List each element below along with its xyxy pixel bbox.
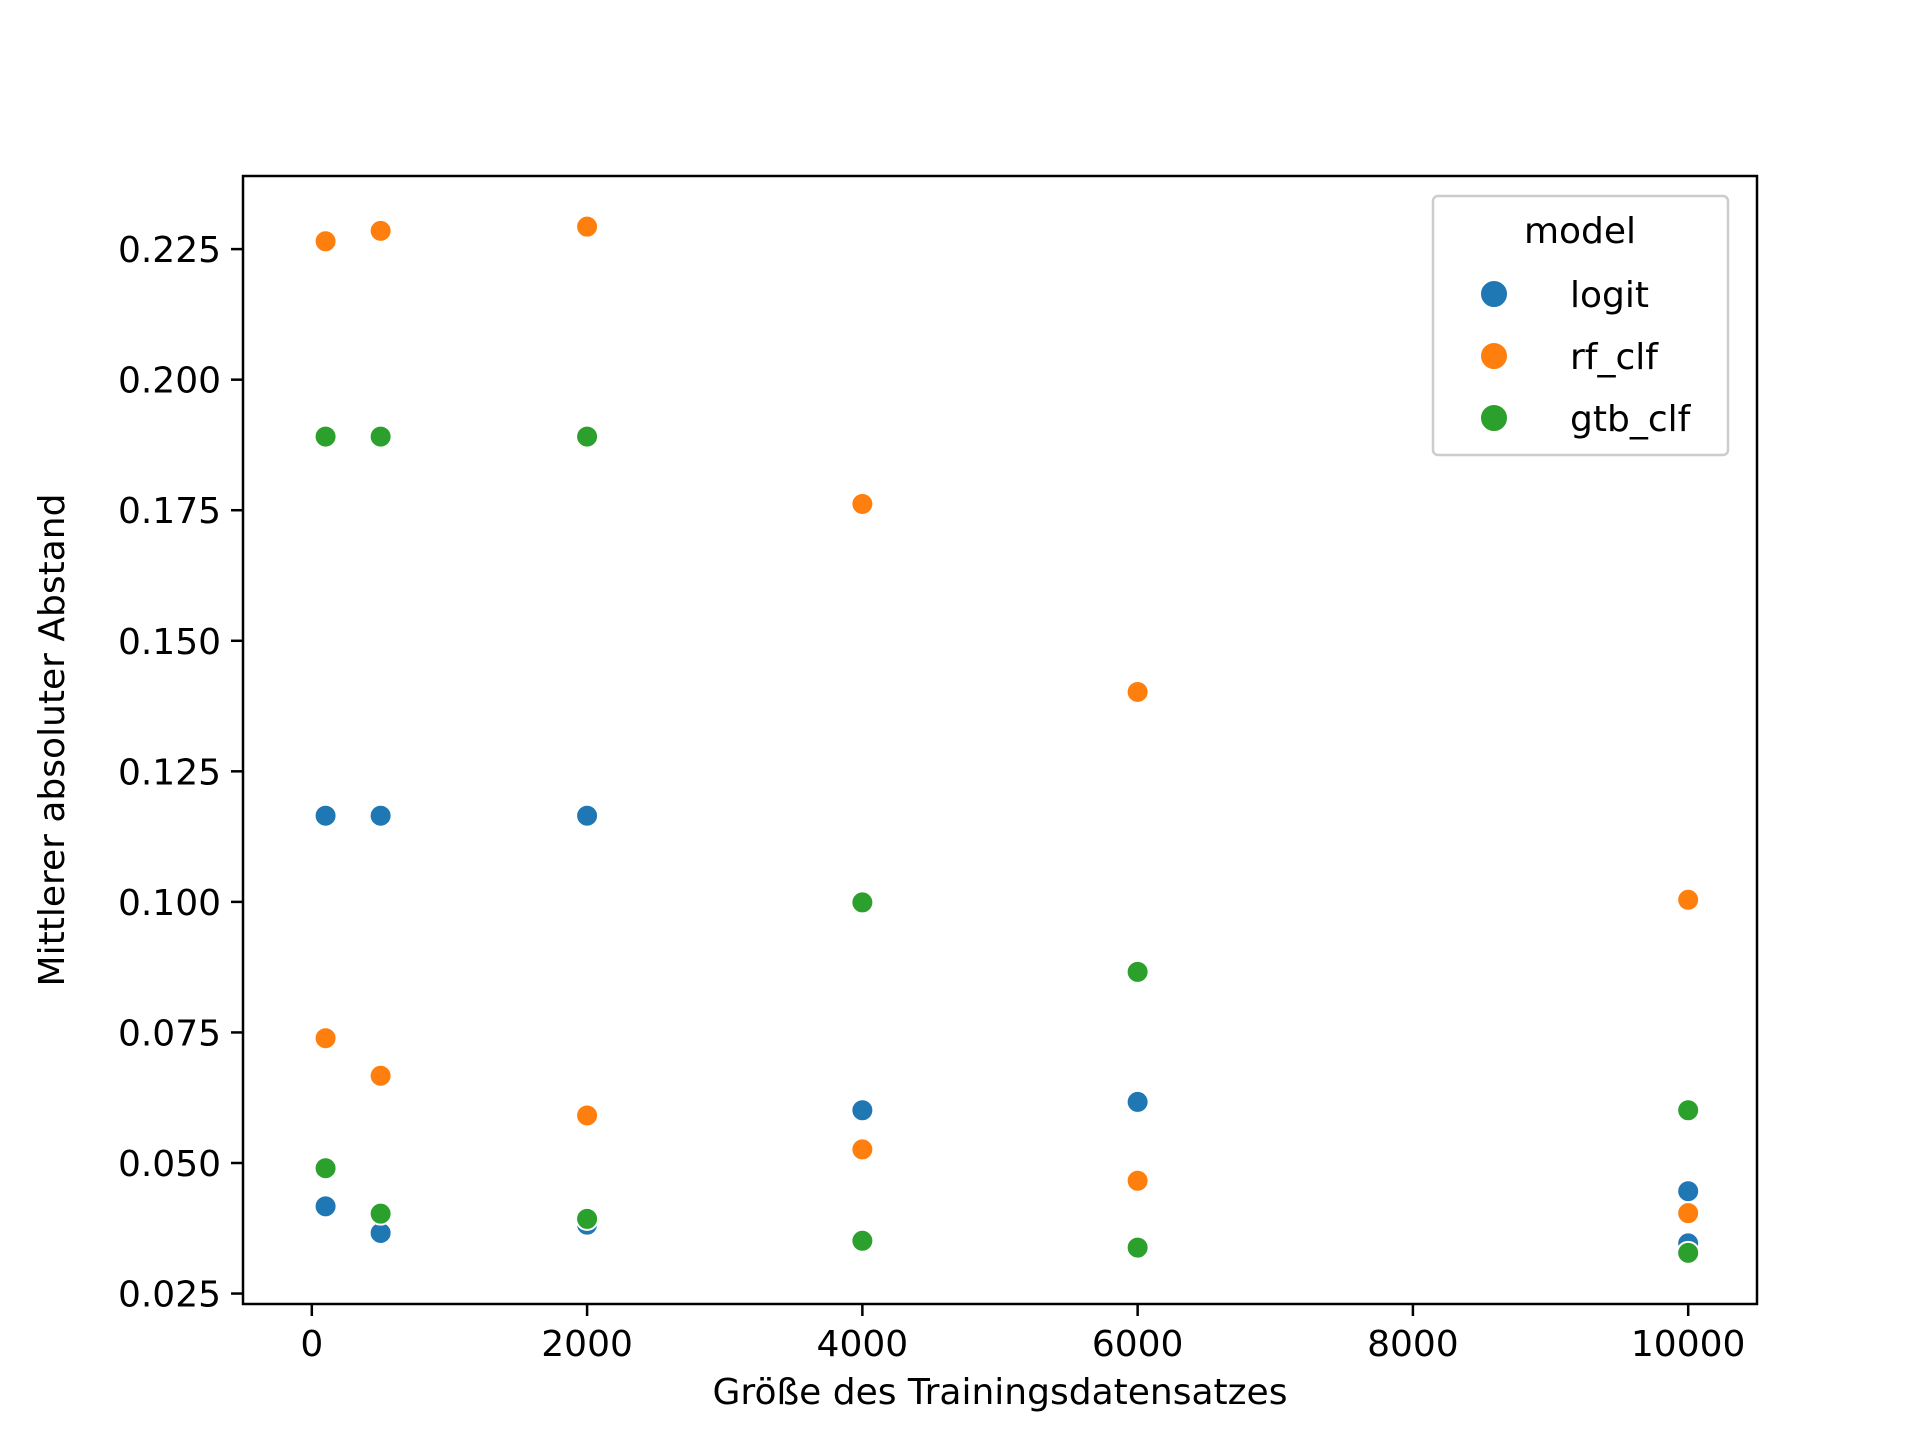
legend-items: logit rf_clf gtb_clf <box>1479 275 1692 440</box>
data-point-gtb_clf <box>1125 1235 1150 1260</box>
data-point-logit <box>368 803 393 828</box>
legend-item-logit: logit <box>1479 275 1649 316</box>
legend-label: rf_clf <box>1570 337 1659 378</box>
y-tick-label: 0.150 <box>118 622 221 663</box>
data-point-gtb_clf <box>575 424 600 449</box>
data-point-logit <box>575 803 600 828</box>
y-tick-label: 0.225 <box>118 230 221 271</box>
legend-marker <box>1479 279 1509 309</box>
data-point-rf_clf <box>313 229 338 254</box>
x-tick-label: 6000 <box>1092 1324 1184 1365</box>
legend-frame <box>1431 194 1730 457</box>
data-point-rf_clf <box>1125 679 1150 704</box>
data-point-rf_clf <box>1676 1201 1701 1226</box>
data-point-logit <box>850 1098 875 1123</box>
data-point-gtb_clf <box>368 424 393 449</box>
y-tick-label: 0.125 <box>118 752 221 793</box>
legend-label: gtb_clf <box>1570 399 1692 440</box>
x-tick-label: 10000 <box>1631 1324 1746 1365</box>
x-tick-label: 0 <box>300 1324 323 1365</box>
data-point-logit <box>313 803 338 828</box>
legend-label: logit <box>1570 275 1649 316</box>
legend-item-gtb_clf: gtb_clf <box>1479 399 1692 440</box>
data-point-gtb_clf <box>368 1201 393 1226</box>
y-tick-label: 0.175 <box>118 491 221 532</box>
data-point-gtb_clf <box>313 1156 338 1181</box>
data-point-gtb_clf <box>1676 1098 1701 1123</box>
plot-area <box>241 174 1759 1306</box>
series-logit <box>313 803 1701 1256</box>
data-point-logit <box>1125 1089 1150 1114</box>
data-point-rf_clf <box>368 218 393 243</box>
x-tick-label: 8000 <box>1367 1324 1459 1365</box>
legend: model logit rf_clf gtb_clf <box>1431 194 1730 457</box>
x-tick-label: 4000 <box>817 1324 909 1365</box>
x-axis-label: Größe des Trainingsdatensatzes <box>713 1372 1288 1413</box>
legend-marker <box>1479 403 1509 433</box>
y-tick-label: 0.050 <box>118 1144 221 1185</box>
data-point-gtb_clf <box>850 1228 875 1253</box>
series-gtb_clf <box>313 424 1701 1265</box>
data-point-gtb_clf <box>850 890 875 915</box>
y-tick-label: 0.200 <box>118 361 221 402</box>
legend-marker <box>1479 341 1509 371</box>
data-point-gtb_clf <box>1676 1240 1701 1265</box>
data-point-rf_clf <box>1676 887 1701 912</box>
x-axis: 0 2000 4000 6000 8000 10000 <box>300 1304 1745 1365</box>
data-point-rf_clf <box>1125 1168 1150 1193</box>
axes-frame <box>241 174 1759 1306</box>
series-rf_clf <box>313 214 1701 1226</box>
y-axis: 0.025 0.050 0.075 0.100 0.125 0.150 0.175 0.200… <box>118 230 243 1316</box>
data-point-logit <box>1676 1179 1701 1204</box>
y-tick-label: 0.100 <box>118 883 221 924</box>
data-point-rf_clf <box>313 1026 338 1051</box>
data-point-rf_clf <box>575 1103 600 1128</box>
data-point-gtb_clf <box>313 424 338 449</box>
legend-item-rf_clf: rf_clf <box>1479 337 1659 378</box>
data-point-gtb_clf <box>575 1206 600 1231</box>
y-tick-label: 0.025 <box>118 1275 221 1316</box>
x-tick-label: 2000 <box>541 1324 633 1365</box>
data-point-logit <box>313 1194 338 1219</box>
legend-title: model <box>1524 211 1636 252</box>
data-point-gtb_clf <box>1125 959 1150 984</box>
y-tick-label: 0.075 <box>118 1013 221 1054</box>
y-axis-label: Mittlerer absoluter Abstand <box>32 494 73 987</box>
data-point-rf_clf <box>368 1063 393 1088</box>
data-point-rf_clf <box>575 214 600 239</box>
data-point-rf_clf <box>850 491 875 516</box>
data-point-rf_clf <box>850 1137 875 1162</box>
